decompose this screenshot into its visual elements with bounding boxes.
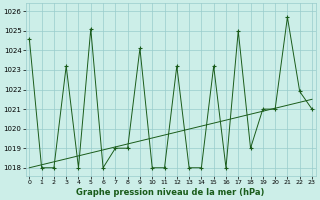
X-axis label: Graphe pression niveau de la mer (hPa): Graphe pression niveau de la mer (hPa) bbox=[76, 188, 265, 197]
